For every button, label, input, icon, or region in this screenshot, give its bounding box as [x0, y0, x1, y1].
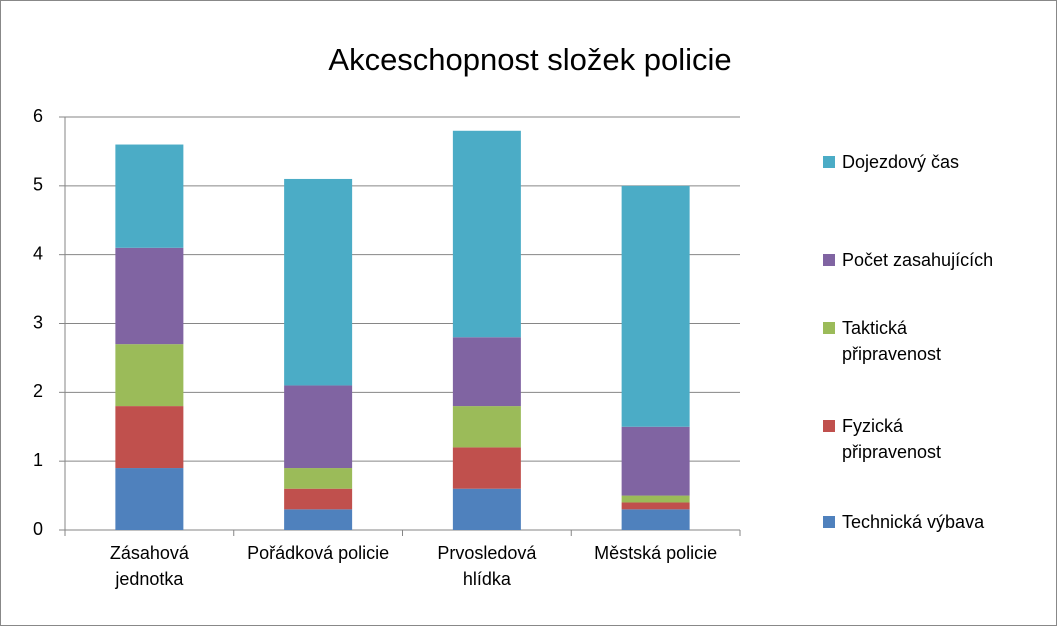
- y-tick-label: 2: [33, 381, 43, 401]
- y-tick-label: 4: [33, 243, 43, 263]
- bar-segment: [284, 509, 353, 530]
- bar-segment: [115, 144, 184, 248]
- bar-segment: [284, 468, 353, 489]
- bar-segment: [621, 426, 690, 496]
- bar-segment: [115, 468, 184, 530]
- bar-segment: [115, 344, 184, 407]
- bar-segment: [452, 337, 521, 407]
- bar-segment: [452, 130, 521, 338]
- bar-segment: [284, 488, 353, 510]
- legend-swatch: [823, 322, 835, 334]
- bar-segment: [115, 247, 184, 345]
- bar-segment: [621, 502, 690, 510]
- x-tick-label: Pořádková policie: [247, 543, 390, 563]
- bar-segment: [621, 185, 690, 427]
- y-tick-label: 1: [33, 450, 43, 470]
- bar-segment: [452, 447, 521, 489]
- legend-label: Technická výbava: [842, 512, 985, 532]
- bar-segment: [115, 406, 184, 469]
- legend-label: Taktická připravenost: [842, 318, 942, 364]
- bar-segment: [621, 495, 690, 503]
- bar-segment: [452, 406, 521, 448]
- bar-segment: [452, 488, 521, 530]
- chart-title: Akceschopnost složek policie: [328, 42, 731, 77]
- y-tick-label: 5: [33, 175, 43, 195]
- x-tick-label: Prvosledová hlídka: [437, 543, 537, 589]
- bar-segment: [284, 178, 353, 386]
- legend-label: Počet zasahujících: [842, 250, 994, 270]
- legend-swatch: [823, 254, 835, 266]
- legend-swatch: [823, 516, 835, 528]
- legend-label: Fyzická připravenost: [842, 416, 942, 462]
- y-tick-label: 3: [33, 312, 43, 332]
- legend-label: Dojezdový čas: [842, 152, 960, 172]
- y-tick-label: 0: [33, 519, 43, 539]
- x-tick-label: Zásahová jednotka: [109, 543, 189, 589]
- legend-swatch: [823, 420, 835, 432]
- x-tick-label: Městská policie: [594, 543, 718, 563]
- bar-segment: [621, 509, 690, 530]
- legend-swatch: [823, 156, 835, 168]
- y-tick-label: 6: [33, 106, 43, 126]
- bar-segment: [284, 385, 353, 469]
